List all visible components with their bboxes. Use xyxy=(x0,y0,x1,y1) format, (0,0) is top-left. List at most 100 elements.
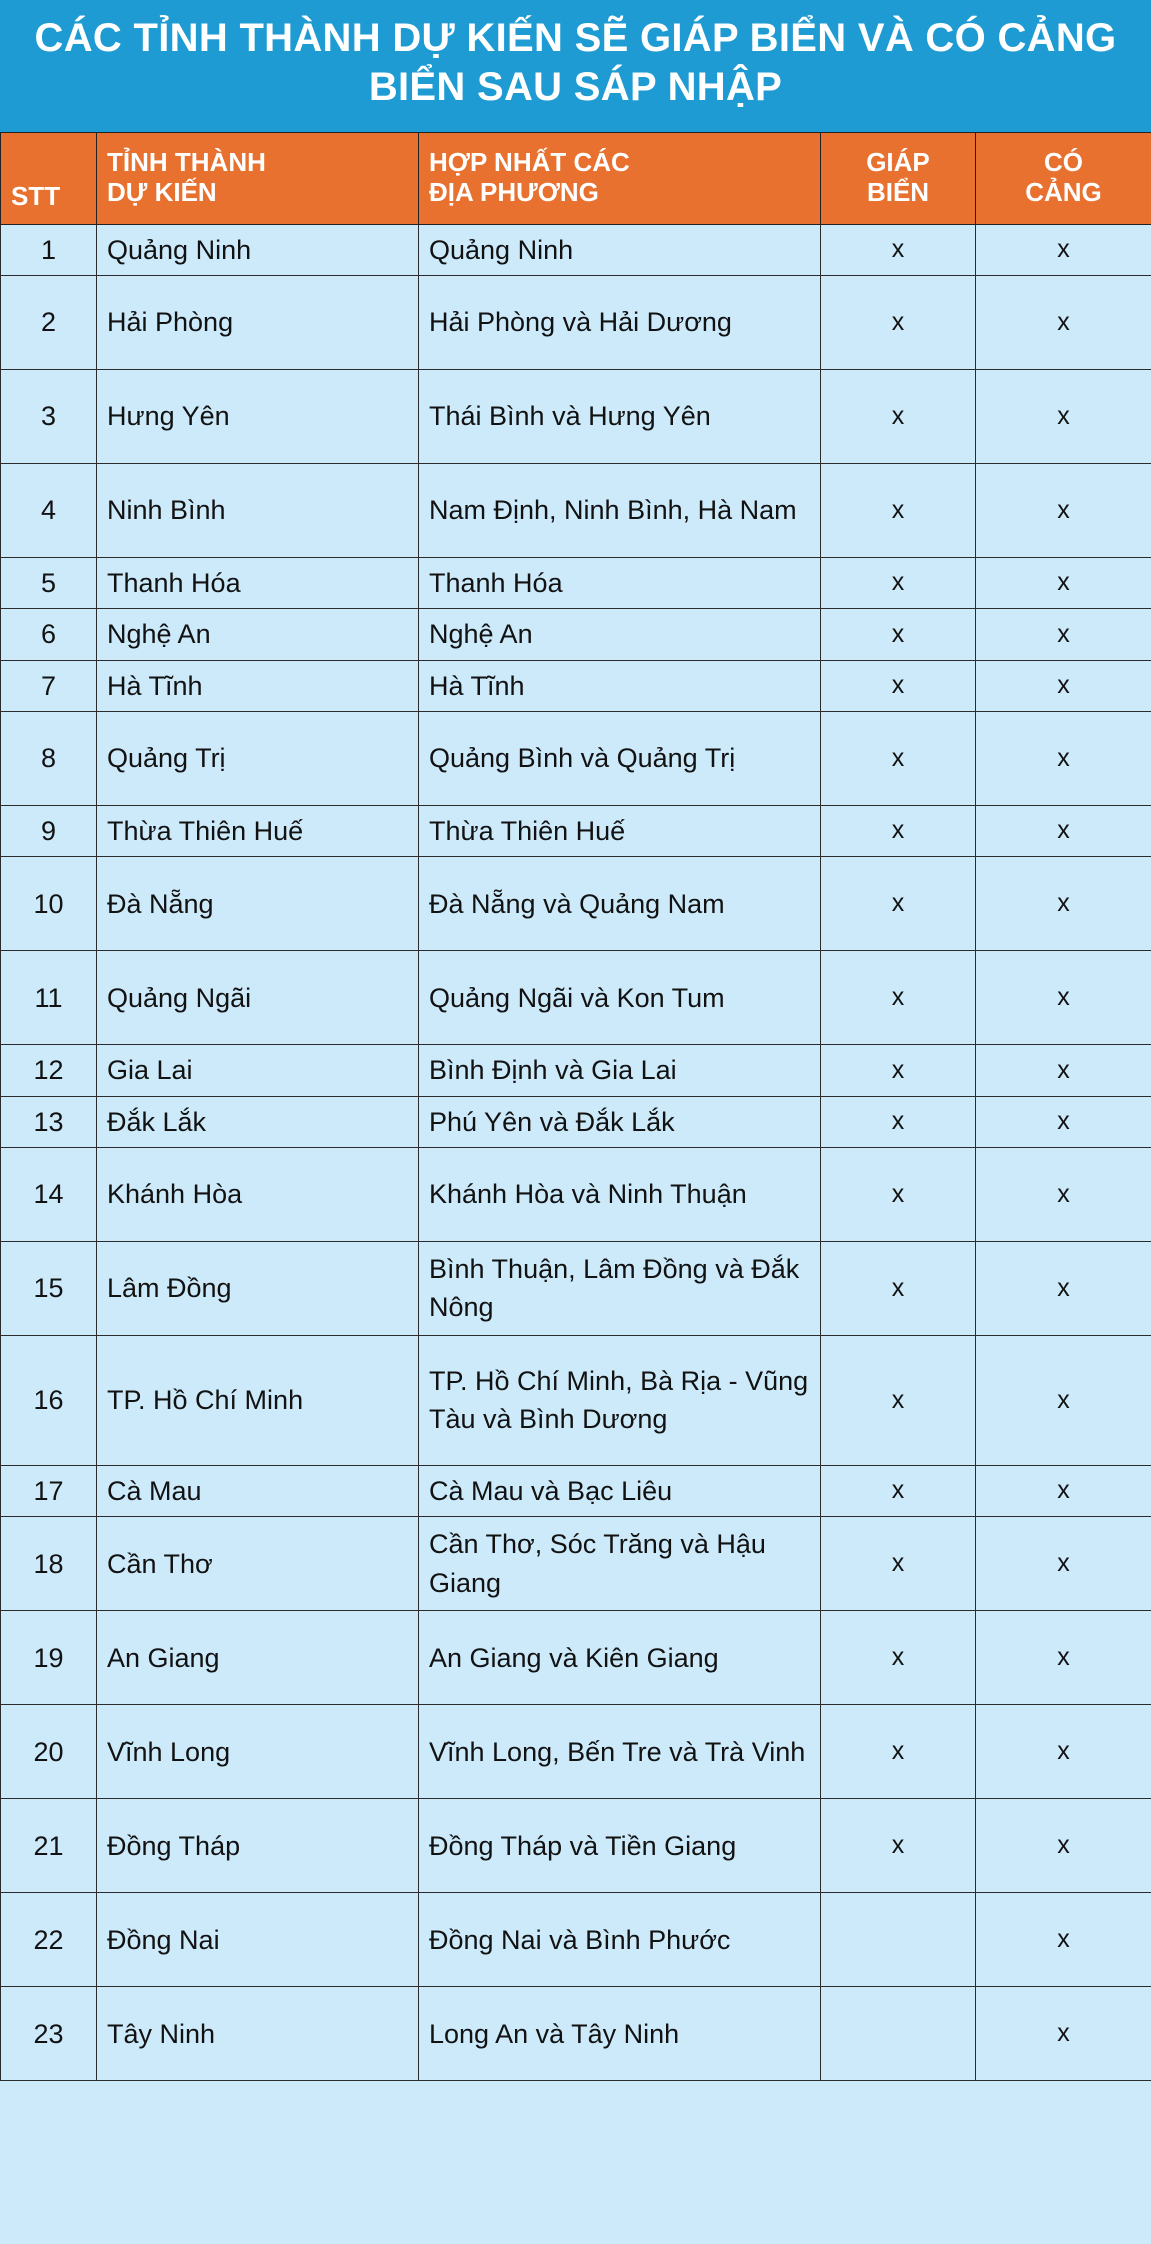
table-row: 4 Ninh Bình Nam Định, Ninh Bình, Hà Nam x x xyxy=(0,462,1151,558)
table-row: 8 Quảng Trị Quảng Bình và Quảng Trị x x xyxy=(0,710,1151,806)
cell-sea-mark: x xyxy=(820,659,976,712)
column-header-port-line1: CÓ xyxy=(1044,147,1083,178)
cell-merged: Cà Mau và Bạc Liêu xyxy=(418,1464,821,1518)
cell-stt: 20 xyxy=(0,1704,97,1800)
cell-merged: Đà Nẵng và Quảng Nam xyxy=(418,856,821,952)
cell-province: Cà Mau xyxy=(96,1464,419,1518)
cell-merged: Thanh Hóa xyxy=(418,556,821,610)
cell-port-mark: x xyxy=(975,950,1151,1046)
cell-stt: 9 xyxy=(0,804,97,858)
header-row: STT TỈNH THÀNH DỰ KIẾN HỢP NHẤT CÁC ĐỊA … xyxy=(0,131,1151,225)
table-row: 11 Quảng Ngãi Quảng Ngãi và Kon Tum x x xyxy=(0,950,1151,1046)
cell-port-mark: x xyxy=(975,608,1151,661)
cell-stt: 2 xyxy=(0,274,97,370)
title-banner: CÁC TỈNH THÀNH DỰ KIẾN SẼ GIÁP BIỂN VÀ C… xyxy=(0,0,1151,132)
cell-stt: 10 xyxy=(0,856,97,952)
cell-sea-mark: x xyxy=(820,1610,976,1706)
cell-stt: 18 xyxy=(0,1516,97,1612)
cell-merged: An Giang và Kiên Giang xyxy=(418,1610,821,1706)
cell-merged: TP. Hồ Chí Minh, Bà Rịa - Vũng Tàu và Bì… xyxy=(418,1334,821,1466)
column-header-stt-label: STT xyxy=(11,180,61,211)
cell-port-mark: x xyxy=(975,1704,1151,1800)
cell-stt: 23 xyxy=(0,1986,97,2082)
cell-port-mark: x xyxy=(975,1044,1151,1097)
cell-stt: 7 xyxy=(0,659,97,712)
column-header-province: TỈNH THÀNH DỰ KIẾN xyxy=(96,131,419,225)
cell-province: Nghệ An xyxy=(96,608,419,661)
cell-province: Hải Phòng xyxy=(96,274,419,370)
cell-port-mark: x xyxy=(975,1610,1151,1706)
title-line-2: CẢNG BIỂN SAU SÁP NHẬP xyxy=(368,16,1117,109)
cell-sea-mark: x xyxy=(820,1334,976,1466)
cell-sea-mark: x xyxy=(820,1044,976,1097)
cell-province: Cần Thơ xyxy=(96,1516,419,1612)
cell-stt: 15 xyxy=(0,1240,97,1336)
cell-sea-mark: x xyxy=(820,223,976,276)
cell-province: Tây Ninh xyxy=(96,1986,419,2082)
cell-sea-mark: x xyxy=(820,1146,976,1242)
cell-port-mark: x xyxy=(975,1516,1151,1612)
table-row: 10 Đà Nẵng Đà Nẵng và Quảng Nam x x xyxy=(0,856,1151,952)
cell-port-mark: x xyxy=(975,368,1151,464)
cell-sea-mark: x xyxy=(820,556,976,610)
cell-stt: 17 xyxy=(0,1464,97,1518)
table-row: 14 Khánh Hòa Khánh Hòa và Ninh Thuận x x xyxy=(0,1146,1151,1242)
cell-stt: 5 xyxy=(0,556,97,610)
cell-sea-mark: x xyxy=(820,608,976,661)
table-row: 17 Cà Mau Cà Mau và Bạc Liêu x x xyxy=(0,1464,1151,1518)
table-header: STT TỈNH THÀNH DỰ KIẾN HỢP NHẤT CÁC ĐỊA … xyxy=(0,131,1151,225)
cell-province: Vĩnh Long xyxy=(96,1704,419,1800)
cell-sea-mark: x xyxy=(820,1798,976,1894)
table-row: 12 Gia Lai Bình Định và Gia Lai x x xyxy=(0,1044,1151,1097)
column-header-sea-line1: GIÁP xyxy=(866,147,930,178)
cell-port-mark: x xyxy=(975,1095,1151,1148)
table-row: 21 Đồng Tháp Đồng Tháp và Tiền Giang x x xyxy=(0,1798,1151,1894)
cell-port-mark: x xyxy=(975,223,1151,276)
cell-merged: Hà Tĩnh xyxy=(418,659,821,712)
table-row: 1 Quảng Ninh Quảng Ninh x x xyxy=(0,223,1151,276)
cell-port-mark: x xyxy=(975,274,1151,370)
table-row: 7 Hà Tĩnh Hà Tĩnh x x xyxy=(0,659,1151,712)
cell-port-mark: x xyxy=(975,710,1151,806)
cell-stt: 21 xyxy=(0,1798,97,1894)
cell-merged: Thừa Thiên Huế xyxy=(418,804,821,858)
cell-merged: Bình Định và Gia Lai xyxy=(418,1044,821,1097)
cell-province: Hưng Yên xyxy=(96,368,419,464)
column-header-sea-line2: BIỂN xyxy=(866,177,930,208)
cell-port-mark: x xyxy=(975,1240,1151,1336)
cell-sea-mark: x xyxy=(820,950,976,1046)
cell-merged: Hải Phòng và Hải Dương xyxy=(418,274,821,370)
cell-port-mark: x xyxy=(975,1798,1151,1894)
cell-merged: Nam Định, Ninh Bình, Hà Nam xyxy=(418,462,821,558)
cell-province: TP. Hồ Chí Minh xyxy=(96,1334,419,1466)
cell-province: Hà Tĩnh xyxy=(96,659,419,712)
cell-stt: 8 xyxy=(0,710,97,806)
cell-merged: Cần Thơ, Sóc Trăng và Hậu Giang xyxy=(418,1516,821,1612)
cell-sea-mark: x xyxy=(820,274,976,370)
cell-port-mark: x xyxy=(975,1146,1151,1242)
cell-sea-mark: x xyxy=(820,462,976,558)
cell-province: Gia Lai xyxy=(96,1044,419,1097)
cell-stt: 12 xyxy=(0,1044,97,1097)
cell-stt: 16 xyxy=(0,1334,97,1466)
cell-port-mark: x xyxy=(975,1986,1151,2082)
cell-stt: 3 xyxy=(0,368,97,464)
page-title: CÁC TỈNH THÀNH DỰ KIẾN SẼ GIÁP BIỂN VÀ C… xyxy=(22,14,1129,112)
cell-merged: Nghệ An xyxy=(418,608,821,661)
cell-province: Đồng Tháp xyxy=(96,1798,419,1894)
table-row: 5 Thanh Hóa Thanh Hóa x x xyxy=(0,556,1151,610)
table-row: 23 Tây Ninh Long An và Tây Ninh x xyxy=(0,1986,1151,2082)
table-row: 22 Đồng Nai Đồng Nai và Bình Phước x xyxy=(0,1892,1151,1988)
cell-sea-mark: x xyxy=(820,1464,976,1518)
cell-sea-mark: x xyxy=(820,368,976,464)
table-row: 3 Hưng Yên Thái Bình và Hưng Yên x x xyxy=(0,368,1151,464)
column-header-sea: GIÁP BIỂN xyxy=(820,131,976,225)
cell-port-mark: x xyxy=(975,462,1151,558)
cell-merged: Đồng Nai và Bình Phước xyxy=(418,1892,821,1988)
cell-merged: Long An và Tây Ninh xyxy=(418,1986,821,2082)
table-row: 2 Hải Phòng Hải Phòng và Hải Dương x x xyxy=(0,274,1151,370)
cell-merged: Bình Thuận, Lâm Đồng và Đắk Nông xyxy=(418,1240,821,1336)
cell-stt: 22 xyxy=(0,1892,97,1988)
cell-sea-mark: x xyxy=(820,710,976,806)
